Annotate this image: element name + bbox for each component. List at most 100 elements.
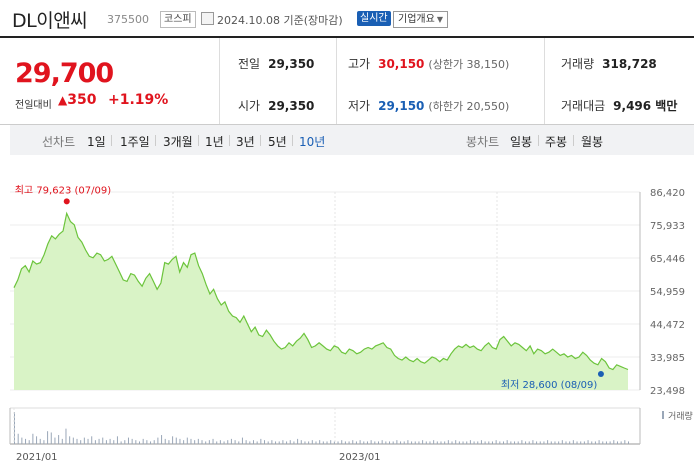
volume-bar: [286, 441, 288, 444]
price-chart[interactable]: 86,420 75,933 65,446 54,959 44,472 33,985 23,4…: [0, 160, 694, 476]
divider: [544, 38, 545, 124]
volume-bar: [120, 441, 122, 444]
period-1w[interactable]: 1주일: [120, 135, 150, 149]
data-point: [254, 326, 255, 327]
realtime-button[interactable]: 실시간: [357, 11, 391, 26]
volume-bar: [36, 436, 38, 444]
volume-bar: [491, 441, 493, 444]
volume-bar: [157, 437, 159, 444]
data-point: [390, 348, 391, 349]
volume-value: 318,728: [602, 57, 657, 71]
data-point: [590, 359, 591, 360]
data-point: [624, 367, 625, 368]
volume-bar: [392, 441, 394, 444]
volume-bar: [113, 440, 115, 444]
data-point: [213, 289, 214, 290]
data-point: [337, 347, 338, 348]
max-annotation: 최고 79,623 (07/09): [15, 184, 111, 196]
data-point: [168, 264, 169, 265]
data-point: [141, 286, 142, 287]
high-price: 고가 30,150 (상한가 38,150): [348, 55, 509, 72]
data-point: [541, 350, 542, 351]
volume-bar: [502, 441, 504, 444]
volume-bar: [547, 440, 549, 444]
data-point: [89, 256, 90, 257]
volume-bar: [628, 441, 629, 444]
data-point: [311, 347, 312, 348]
data-point: [454, 348, 455, 349]
volume-bar: [514, 441, 516, 444]
data-point: [224, 301, 225, 302]
data-point: [149, 273, 150, 274]
volume-bar: [580, 441, 582, 444]
candle-weekly[interactable]: 주봉: [545, 135, 568, 149]
volume-bar: [543, 441, 545, 444]
data-point: [398, 358, 399, 359]
volume-bar: [536, 441, 538, 444]
data-point: [93, 257, 94, 258]
data-point: [251, 331, 252, 332]
data-point: [529, 345, 530, 346]
company-info-dropdown[interactable]: 기업개요 ▼: [393, 11, 448, 28]
volume-bar: [425, 441, 427, 444]
period-3m[interactable]: 3개월: [163, 135, 193, 149]
volume-bar: [271, 440, 273, 444]
price-line: [13, 211, 629, 371]
divider: [573, 135, 574, 146]
data-point: [492, 347, 493, 348]
period-3y[interactable]: 3년: [236, 135, 255, 149]
data-point: [70, 221, 71, 222]
data-point: [345, 353, 346, 354]
volume-bar: [609, 441, 611, 444]
data-point: [108, 259, 109, 260]
volume-bar: [164, 438, 166, 444]
volume-bar: [521, 440, 523, 444]
data-point: [138, 281, 139, 282]
candle-monthly[interactable]: 월봉: [581, 135, 604, 149]
data-point: [187, 267, 188, 268]
data-point: [537, 348, 538, 349]
open-label: 시가: [238, 99, 261, 113]
volume-bar: [605, 441, 607, 444]
data-point: [160, 282, 161, 283]
volume-bar: [322, 441, 324, 444]
volume-bar: [124, 440, 126, 444]
data-point: [416, 358, 417, 359]
x-tick-label: 2021/01: [16, 452, 58, 463]
period-1y[interactable]: 1년: [205, 135, 224, 149]
data-point: [586, 355, 587, 356]
period-1d[interactable]: 1일: [87, 135, 106, 149]
volume-bar: [54, 437, 56, 444]
stock-name: DL이앤씨: [12, 10, 88, 32]
period-10y[interactable]: 10년: [299, 135, 326, 149]
data-point: [450, 353, 451, 354]
data-point: [228, 311, 229, 312]
prev-close-label: 전일: [238, 57, 261, 71]
period-5y[interactable]: 5년: [268, 135, 287, 149]
volume-bar: [381, 440, 383, 444]
volume-bar: [142, 438, 144, 444]
volume-bar: [462, 441, 464, 444]
volume-bar: [219, 440, 221, 444]
volume-bar: [473, 441, 475, 444]
data-point: [209, 293, 210, 294]
data-point: [488, 342, 489, 343]
open-price: 시가 29,350: [238, 97, 314, 114]
data-point: [375, 345, 376, 346]
volume-bar: [76, 438, 78, 444]
volume-bar: [455, 440, 457, 444]
volume-bar: [484, 441, 486, 444]
data-point: [21, 268, 22, 269]
candle-daily[interactable]: 일봉: [510, 135, 533, 149]
data-point: [511, 345, 512, 346]
data-point: [104, 260, 105, 261]
data-point: [548, 352, 549, 353]
volume-bar: [146, 440, 148, 444]
volume-bar: [234, 440, 236, 444]
volume-bar: [275, 441, 277, 444]
volume-bar: [488, 441, 490, 444]
data-point: [507, 341, 508, 342]
data-point: [556, 352, 557, 353]
volume-bar: [109, 438, 111, 444]
data-point: [179, 271, 180, 272]
